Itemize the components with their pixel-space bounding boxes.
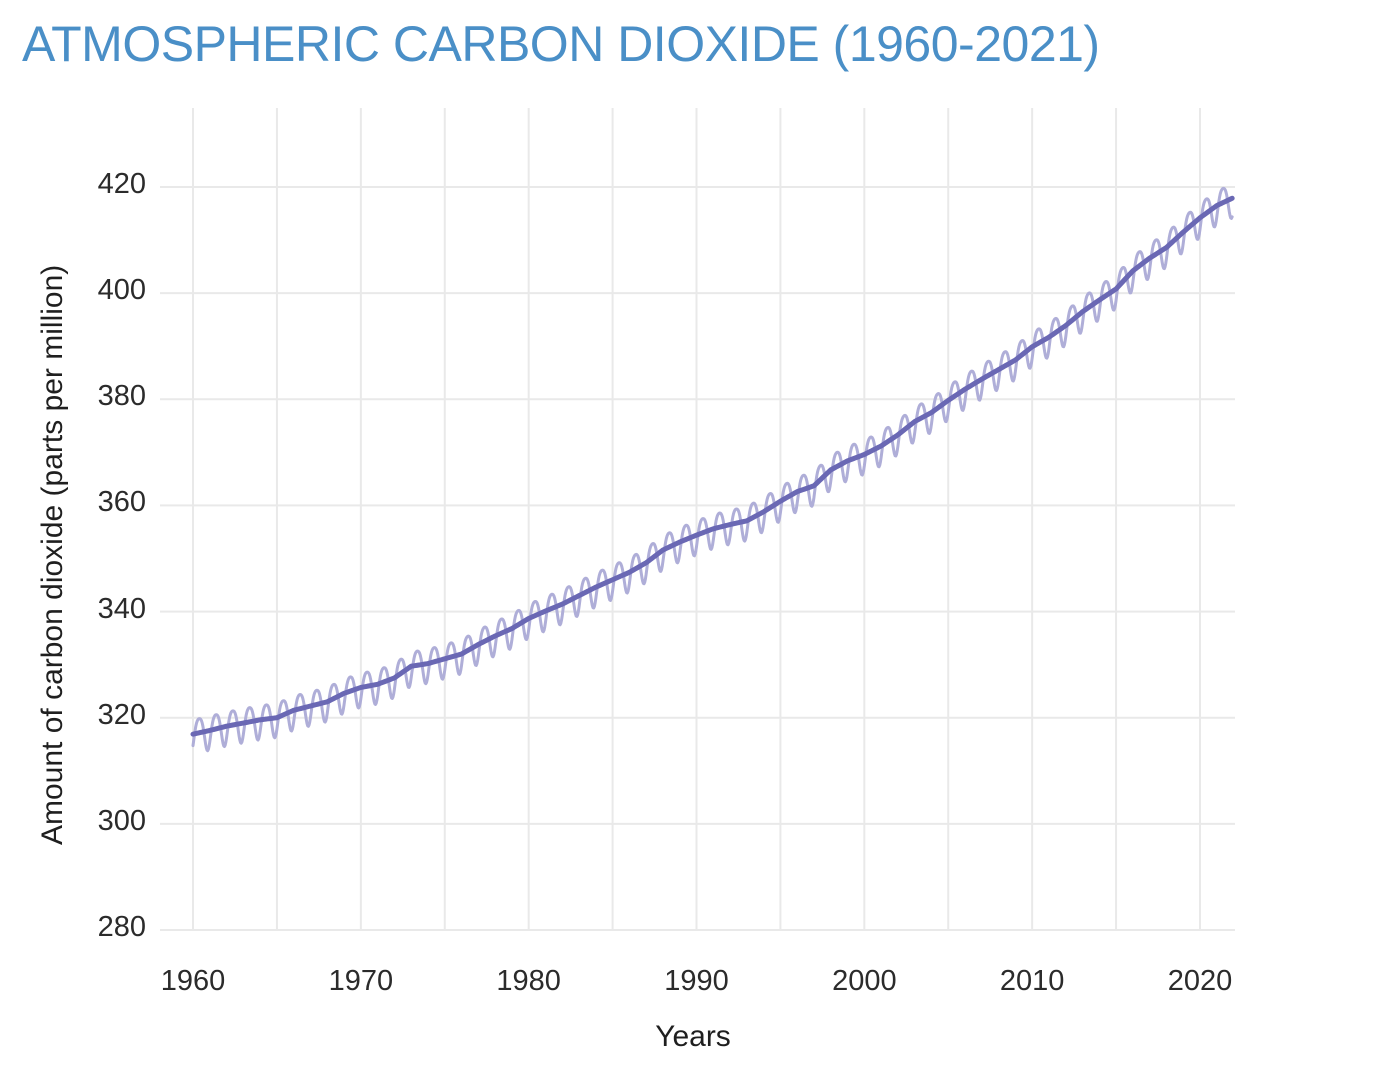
x-tick-label: 1990: [664, 965, 729, 997]
y-tick-label: 280: [97, 911, 146, 943]
chart-title: ATMOSPHERIC CARBON DIOXIDE (1960-2021): [22, 16, 1100, 72]
y-tick-label: 360: [97, 486, 146, 519]
x-tick-label: 2020: [1167, 965, 1233, 997]
y-tick-label: 320: [97, 698, 146, 731]
horizontal-gridlines: [160, 186, 1235, 931]
x-tick-label: 1980: [496, 965, 561, 997]
series-trend-co2: [190, 195, 1235, 737]
x-tick-label: 1960: [160, 965, 226, 997]
x-axis-title: Years: [655, 1020, 731, 1053]
vertical-gridlines: [192, 108, 1201, 930]
y-tick-label: 420: [97, 168, 146, 200]
y-axis-title: Amount of carbon dioxide (parts per mill…: [36, 264, 69, 845]
series-seasonal-co2: [191, 186, 1234, 753]
y-tick-label: 300: [97, 804, 146, 837]
y-tick-label: 380: [97, 380, 146, 413]
x-tick-label: 2010: [999, 965, 1065, 997]
y-tick-label: 400: [97, 274, 146, 307]
y-tick-label: 340: [97, 592, 146, 625]
x-tick-label: 1970: [328, 965, 394, 997]
x-tick-label: 2000: [832, 965, 897, 997]
